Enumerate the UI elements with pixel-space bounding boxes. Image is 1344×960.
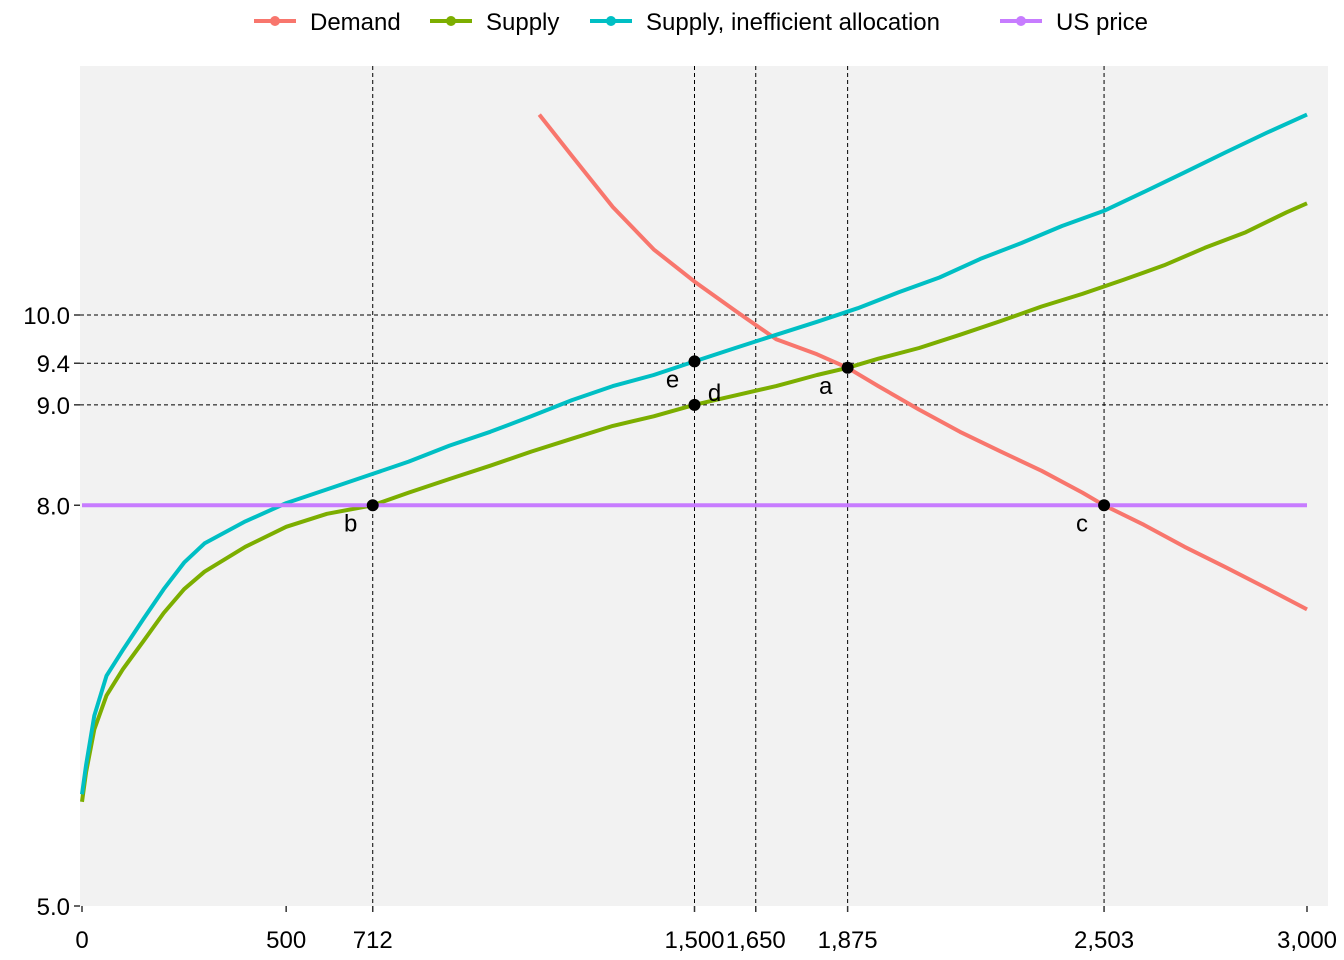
x-tick-label: 712 (353, 927, 393, 954)
highlight-points: a b c d e (344, 355, 1111, 537)
legend-label-us-price: US price (1056, 9, 1148, 36)
x-tick-label: 0 (75, 927, 88, 954)
x-tick-label: 3,000 (1277, 927, 1337, 954)
y-tick-label: 9.4 (37, 351, 70, 378)
point-label-c: c (1076, 510, 1088, 537)
legend-label-supply: Supply (486, 9, 559, 36)
reference-lines (80, 66, 1328, 906)
point-d (688, 398, 701, 411)
legend-key-dot-supply-inefficient-allocation (606, 16, 616, 26)
series-line-supply (80, 201, 1308, 803)
legend-key-dot-us-price (1016, 16, 1026, 26)
y-axis: 5.0 8.0 9.0 9.4 10.0 (23, 303, 80, 921)
legend-key-dot-demand (270, 16, 280, 26)
point-label-a: a (819, 373, 833, 400)
point-label-d: d (708, 380, 721, 407)
legend-key-dot-supply (446, 16, 456, 26)
x-tick-label: 1,650 (726, 927, 786, 954)
x-tick-label: 500 (266, 927, 306, 954)
legend-label-supply-inefficient-allocation: Supply, inefficient allocation (646, 9, 940, 36)
legend: Demand Supply Supply, inefficient allocati… (254, 9, 1148, 36)
point-b (366, 499, 379, 512)
series-line-supply-inefficient-allocation (80, 112, 1308, 795)
point-label-b: b (344, 510, 357, 537)
point-label-e: e (666, 366, 679, 393)
point-e (688, 355, 701, 368)
x-tick-label: 1,500 (664, 927, 724, 954)
y-tick-label: 8.0 (37, 493, 70, 520)
y-tick-label: 10.0 (23, 303, 70, 330)
x-axis: 0 500 712 1,500 1,650 1,875 2,503 3,000 (75, 906, 1337, 954)
y-tick-label: 9.0 (37, 393, 70, 420)
x-tick-label: 1,875 (818, 927, 878, 954)
legend-label-demand: Demand (310, 9, 401, 36)
plot-background (80, 66, 1328, 906)
series-line-demand (537, 113, 1308, 612)
point-a (841, 361, 854, 374)
point-c (1098, 499, 1111, 512)
y-tick-label: 5.0 (37, 894, 70, 921)
x-tick-label: 2,503 (1074, 927, 1134, 954)
